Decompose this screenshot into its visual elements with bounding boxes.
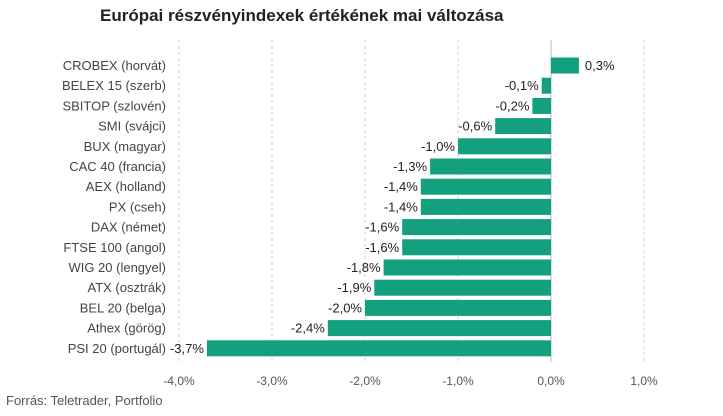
bar-chart: CROBEX (horvát) 0,3% BELEX 15 (szerb) -0,1%… [62, 40, 658, 388]
bar [430, 158, 551, 175]
data-label: -1,9% [337, 280, 371, 295]
data-label: -1,0% [421, 139, 455, 154]
category-label: ATX (osztrák) [88, 280, 167, 295]
bar [374, 279, 551, 296]
bar [551, 57, 579, 74]
category-label: SMI (svájci) [98, 119, 166, 134]
label-layer: CROBEX (horvát) 0,3% BELEX 15 (szerb) -0,1%… [62, 58, 615, 356]
bar [420, 178, 551, 195]
category-label: PX (cseh) [109, 199, 166, 214]
bar [383, 259, 551, 276]
bar [420, 198, 551, 215]
data-label: -2,0% [328, 300, 362, 315]
x-tick-label: -4,0% [163, 374, 195, 388]
bar [206, 340, 551, 357]
data-label: -1,8% [347, 260, 381, 275]
x-tick-label: 1,0% [630, 374, 658, 388]
bar [495, 118, 551, 135]
data-label: -1,4% [384, 199, 418, 214]
category-label: PSI 20 (portugál) [68, 341, 166, 356]
category-label: BELEX 15 (szerb) [62, 78, 166, 93]
category-label: CAC 40 (francia) [69, 159, 166, 174]
bar [365, 299, 551, 316]
x-tick-label: -3,0% [256, 374, 288, 388]
data-label: -0,6% [458, 119, 492, 134]
source-note: Forrás: Teletrader, Portfolio [6, 393, 163, 408]
category-label: WIG 20 (lengyel) [68, 260, 166, 275]
bar [541, 77, 551, 94]
data-label: 0,3% [585, 58, 615, 73]
category-label: AEX (holland) [86, 179, 166, 194]
chart-title: Európai részvényindexek értékének mai vá… [100, 6, 504, 25]
category-label: Athex (görög) [87, 321, 166, 336]
data-label: -3,7% [170, 341, 204, 356]
bar [327, 320, 551, 337]
category-label: DAX (német) [91, 220, 166, 235]
x-tick-label: -2,0% [349, 374, 381, 388]
data-label: -0,2% [495, 98, 529, 113]
bar-layer [206, 57, 579, 357]
data-label: -1,4% [384, 179, 418, 194]
category-label: BUX (magyar) [84, 139, 166, 154]
category-label: CROBEX (horvát) [63, 58, 166, 73]
data-label: -1,3% [393, 159, 427, 174]
category-label: FTSE 100 (angol) [63, 240, 166, 255]
data-label: -1,6% [365, 220, 399, 235]
x-axis-ticks: -4,0% -3,0% -2,0% -1,0% 0,0% 1,0% [163, 374, 658, 388]
bar [532, 97, 551, 114]
x-tick-label: -1,0% [442, 374, 474, 388]
data-label: -1,6% [365, 240, 399, 255]
category-label: BEL 20 (belga) [80, 300, 166, 315]
bar [458, 138, 551, 155]
data-label: -0,1% [505, 78, 539, 93]
bar [402, 219, 551, 236]
data-label: -2,4% [291, 321, 325, 336]
bar [402, 239, 551, 256]
x-tick-label: 0,0% [537, 374, 565, 388]
category-label: SBITOP (szlovén) [62, 98, 166, 113]
